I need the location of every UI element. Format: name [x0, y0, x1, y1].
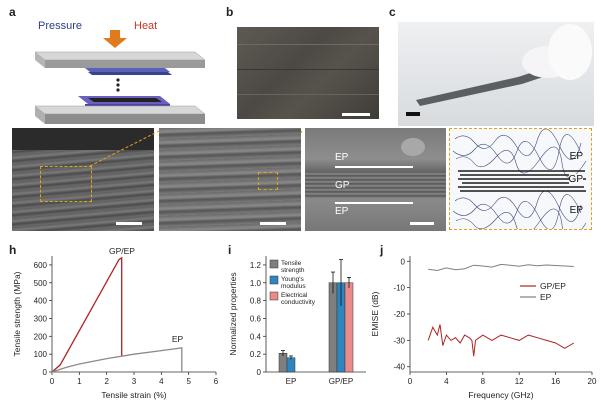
normalized-properties-chart: 0 0.2 0.4 0.6 0.8 1.0 1.2 Normalized properties… — [228, 256, 366, 386]
x-tick-label: 2 — [104, 377, 109, 386]
y-tick-label: 0.6 — [250, 314, 262, 323]
layer-label-gp: GP — [568, 174, 583, 185]
y-tick-label: 0.8 — [250, 297, 262, 306]
series-line-gp-ep — [51, 256, 123, 373]
bar-ep-1 — [286, 357, 296, 373]
y-tick-label: 500 — [34, 279, 48, 288]
zoom-region-box — [258, 172, 278, 190]
x-tick-label: 0 — [50, 377, 55, 386]
x-tick-label: 20 — [588, 377, 597, 386]
scale-bar — [116, 222, 142, 225]
legend-swatch — [269, 259, 279, 269]
y-axis-label: Normalized properties — [228, 272, 238, 355]
x-axis-label: Tensile strain (%) — [101, 390, 166, 400]
scale-bar — [342, 113, 370, 116]
y-tick-label: -40 — [393, 363, 405, 372]
series-line-ep — [428, 263, 574, 272]
panel-label-c: c — [389, 5, 396, 19]
y-tick-label: 400 — [34, 297, 48, 306]
y-tick-label: 0 — [43, 368, 48, 377]
x-tick-label: 5 — [186, 377, 191, 386]
x-tick-label: 3 — [132, 377, 137, 386]
legend-label: EP — [540, 292, 552, 302]
layer-label-bottom-ep: EP — [335, 206, 349, 217]
legend-label: Tensile — [281, 260, 302, 267]
x-tick-label: 12 — [515, 377, 524, 386]
emi-shielding-chart: 0 4 8 12 16 20 0 -10 -20 -30 -40 Frequency (GHz) EMI… — [370, 256, 597, 400]
panel-label-i: i — [228, 243, 232, 257]
panel-label-j: j — [380, 243, 384, 257]
y-axis-label: Tensile strength (MPa) — [12, 271, 22, 356]
zoom-region-box — [40, 166, 92, 202]
sem-image-f: EP GP EP — [305, 128, 446, 231]
bar-gp-ep-2 — [344, 282, 354, 373]
legend-label: conductivity — [281, 299, 316, 306]
y-tick-label: 1.0 — [250, 279, 262, 288]
x-tick-label: 1 — [77, 377, 82, 386]
x-tick-label: 8 — [481, 377, 486, 386]
heat-label: Heat — [134, 20, 158, 32]
y-tick-label: 0 — [257, 368, 262, 377]
x-tick-label: 4 — [159, 377, 164, 386]
pressure-label: Pressure — [38, 20, 83, 32]
y-tick-label: 300 — [34, 314, 48, 323]
layer-label-gp: GP — [335, 180, 350, 191]
y-tick-label: 200 — [34, 332, 48, 341]
x-tick-label: 16 — [551, 377, 560, 386]
y-axis-label: EMISE (dB) — [370, 291, 380, 336]
x-tick-label: 0 — [408, 377, 413, 386]
legend-swatch — [269, 291, 279, 301]
bar-ep-0 — [278, 353, 288, 373]
layer-label-top-ep: EP — [569, 151, 583, 162]
sem-image-e — [159, 128, 301, 231]
bent-film-photo — [398, 22, 594, 126]
scale-bar — [410, 222, 434, 225]
series-line-gp-ep — [427, 324, 575, 357]
legend-swatch — [269, 275, 279, 285]
y-tick-label: -30 — [393, 336, 405, 345]
x-tick-label: GP/EP — [329, 377, 353, 386]
series-line-ep — [51, 347, 183, 373]
panel-label-a: a — [9, 5, 16, 19]
legend-label: GP/EP — [540, 281, 566, 291]
y-tick-label: 600 — [34, 261, 48, 270]
y-tick-label: -20 — [393, 310, 405, 319]
film-photo — [234, 24, 384, 124]
y-tick-label: 0.2 — [250, 350, 262, 359]
legend-label: Young's — [281, 276, 304, 283]
bar-gp-ep-0 — [328, 282, 338, 373]
x-axis-label: Frequency (GHz) — [468, 390, 533, 400]
hot-press-schematic — [34, 30, 206, 124]
legend-label: Electrical — [281, 292, 308, 299]
layer-label-bottom-ep: EP — [569, 205, 583, 216]
legend-label: strength — [281, 267, 305, 274]
scale-bar — [260, 222, 286, 225]
x-tick-label: 6 — [214, 377, 219, 386]
y-tick-label: 0 — [401, 257, 406, 266]
y-tick-label: 100 — [34, 350, 48, 359]
layer-label-top-ep: EP — [335, 152, 349, 163]
x-tick-label: 4 — [444, 377, 449, 386]
panel-label-h: h — [9, 243, 17, 257]
legend-label: modulus — [281, 283, 306, 290]
panel-label-b: b — [226, 5, 234, 19]
x-tick-label: EP — [286, 377, 297, 386]
series-label-gp-ep: GP/EP — [109, 246, 135, 256]
y-tick-label: -10 — [393, 284, 405, 293]
stress-strain-chart: 0 1 2 3 4 5 6 0 100 200 300 400 500 600 Tensile strain… — [12, 246, 219, 400]
layer-schematic: EP GP EP — [449, 128, 592, 230]
arrow-down-icon — [103, 30, 127, 48]
y-tick-label: 1.2 — [250, 261, 262, 270]
series-label-ep: EP — [172, 334, 184, 344]
y-tick-label: 0.4 — [250, 332, 262, 341]
